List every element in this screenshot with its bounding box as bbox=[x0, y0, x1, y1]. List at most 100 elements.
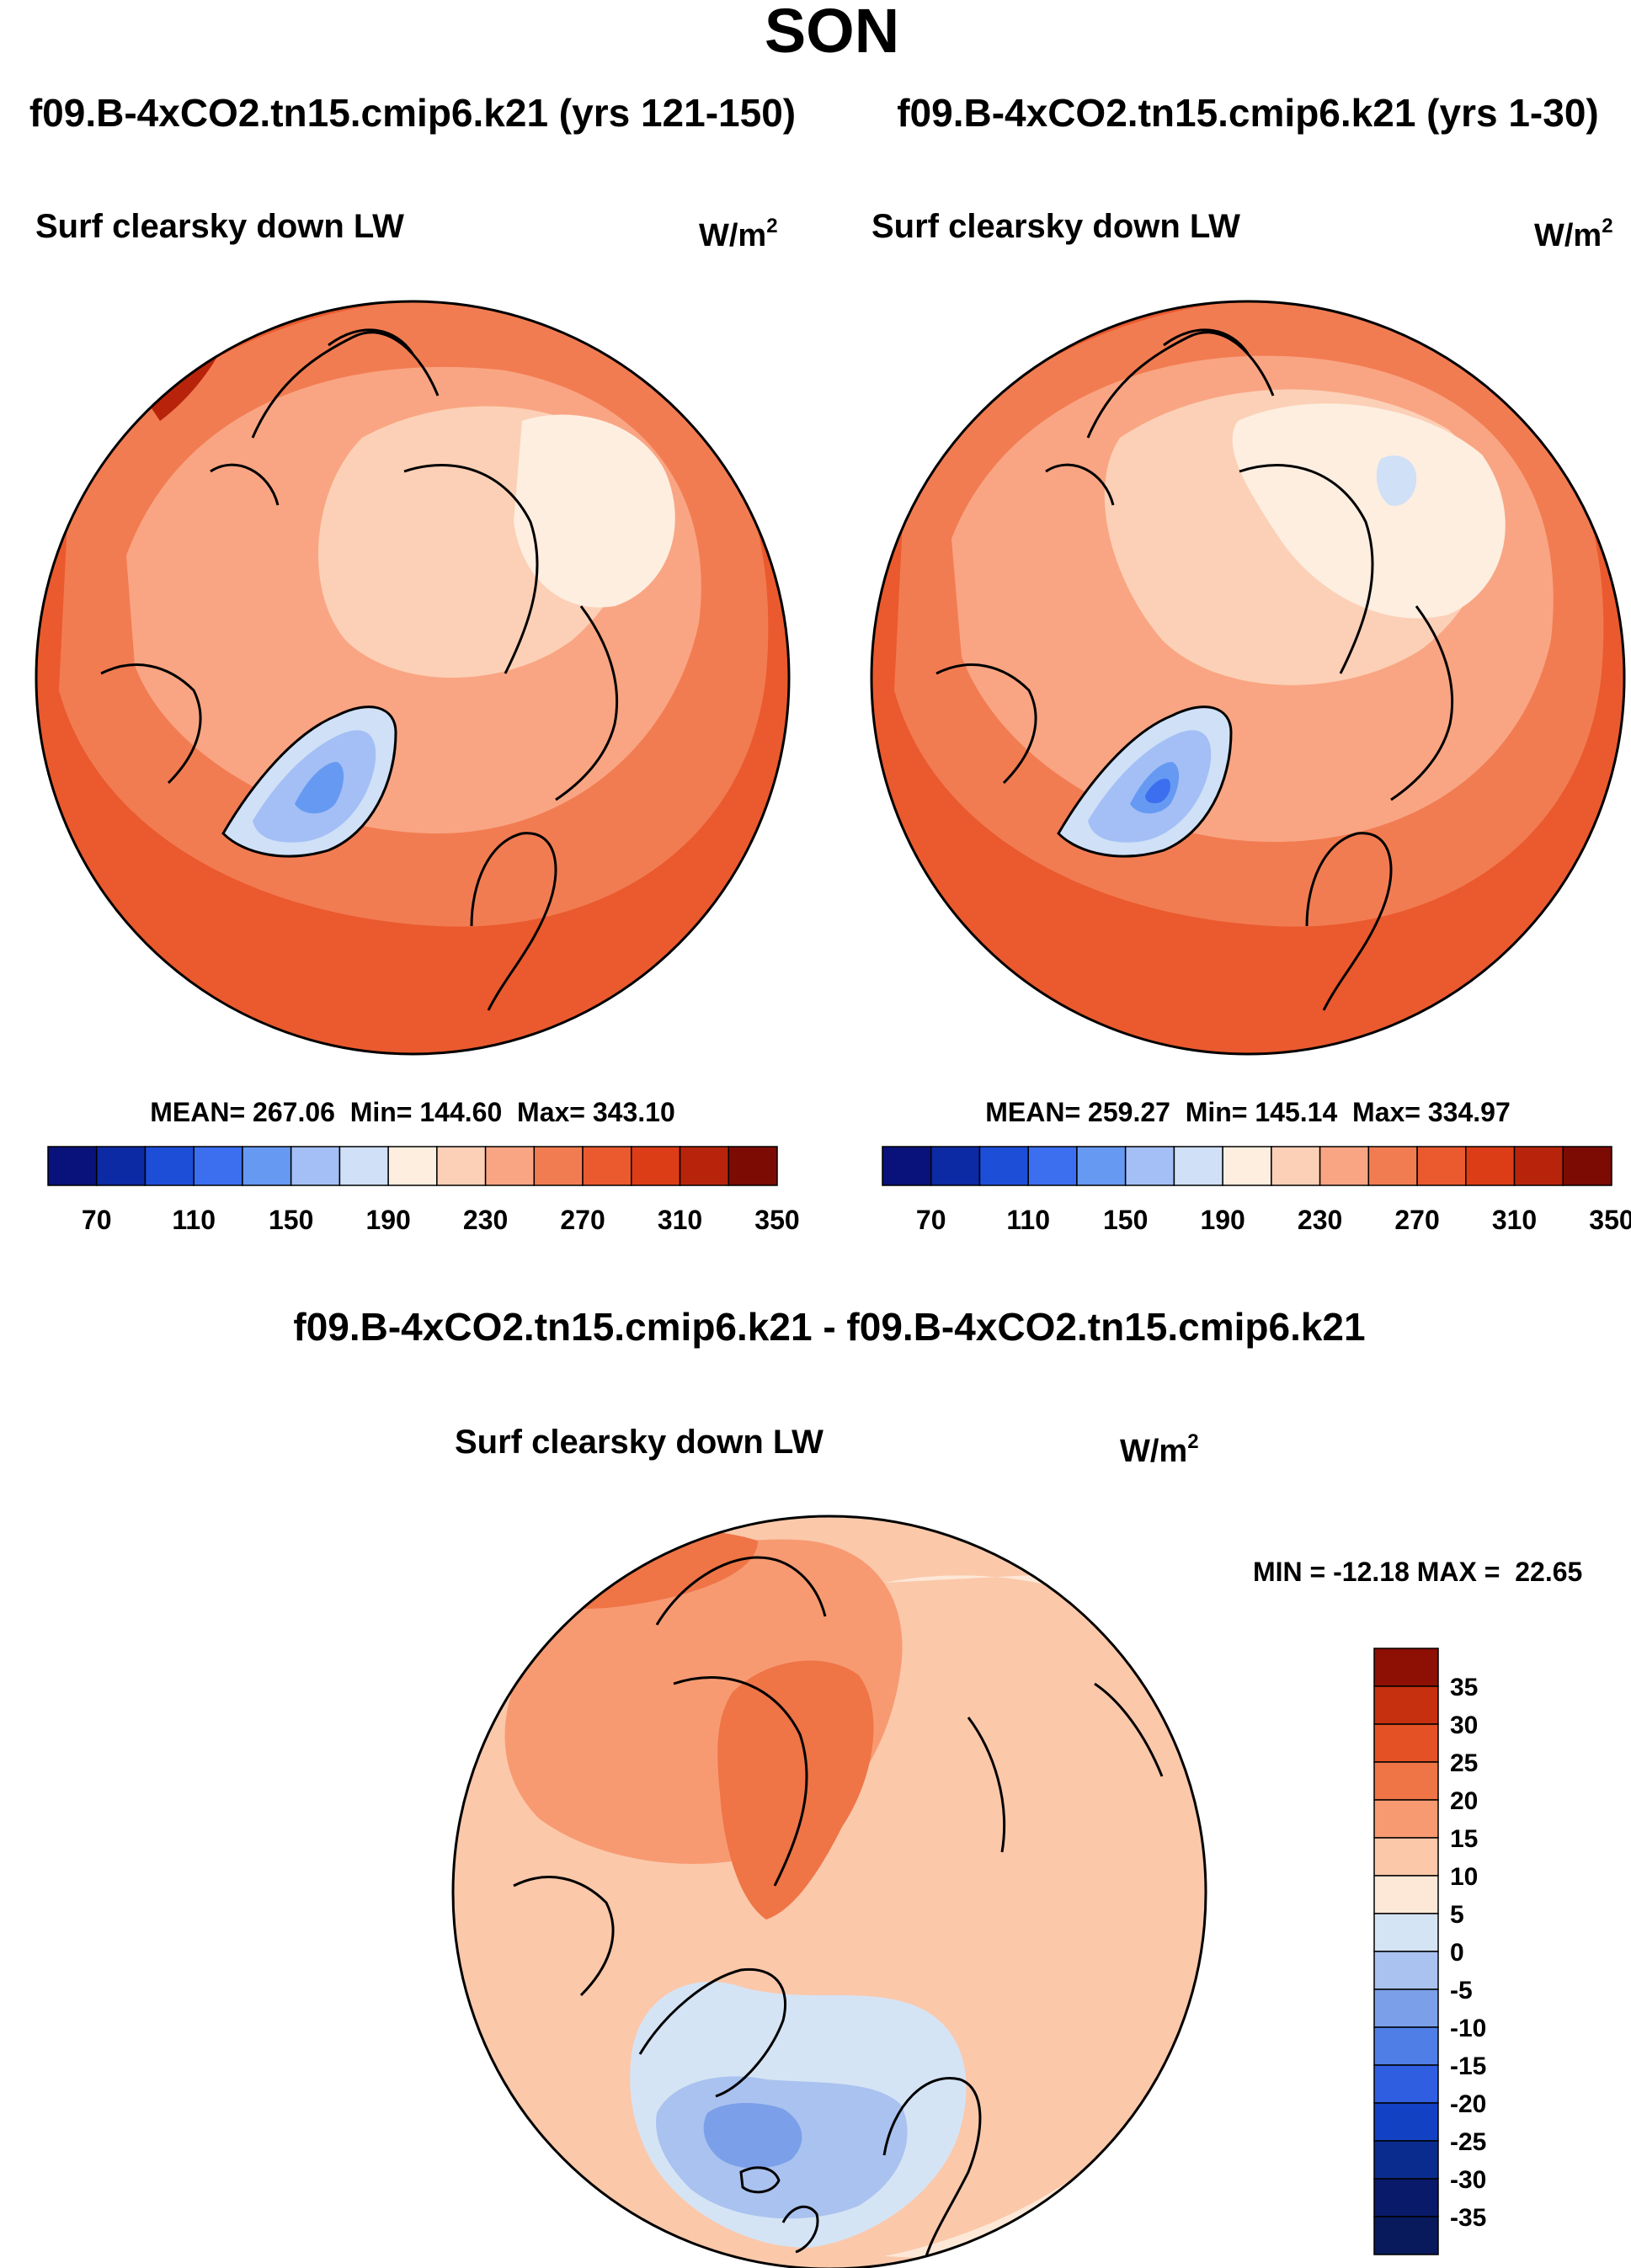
colorbar-swatch bbox=[533, 1146, 584, 1186]
colorbar-swatch bbox=[882, 1146, 932, 1186]
colorbar-label: -5 bbox=[1450, 1977, 1473, 2004]
right-coastlines bbox=[935, 328, 1454, 1011]
colorbar-swatch bbox=[1271, 1146, 1321, 1186]
panel-left-stats: MEAN= 267.06 Min= 144.60 Max= 343.10 bbox=[150, 1097, 674, 1127]
colorbar-swatch bbox=[582, 1146, 632, 1186]
colorbar-swatch bbox=[1373, 2140, 1439, 2180]
colorbar-label: -10 bbox=[1450, 2015, 1486, 2042]
colorbar-label: 270 bbox=[1394, 1205, 1439, 1235]
colorbar-label: 190 bbox=[1200, 1205, 1245, 1235]
panel-right-units: W/m2 bbox=[1534, 215, 1613, 253]
right-field-230 bbox=[1232, 403, 1506, 619]
diff-colorbar bbox=[1373, 1648, 1439, 2255]
colorbar-swatch bbox=[1373, 2178, 1439, 2217]
right-colorbar bbox=[882, 1146, 1612, 1186]
colorbar-swatch bbox=[1416, 1146, 1467, 1186]
colorbar-swatch bbox=[978, 1146, 1029, 1186]
left-map-border bbox=[35, 300, 791, 1056]
colorbar-swatch bbox=[47, 1146, 98, 1186]
colorbar-label: 150 bbox=[1103, 1205, 1148, 1235]
colorbar-label: -25 bbox=[1450, 2128, 1486, 2156]
colorbar-swatch bbox=[1465, 1146, 1516, 1186]
panel-diff: f09.B-4xCO2.tn15.cmip6.k21 - f09.B-4xCO2… bbox=[293, 1305, 1582, 2268]
colorbar-swatch bbox=[1373, 1648, 1439, 1687]
colorbar-swatch bbox=[1562, 1146, 1612, 1186]
panel-left-units: W/m2 bbox=[699, 215, 778, 253]
panel-left-header: f09.B-4xCO2.tn15.cmip6.k21 (yrs 121-150) bbox=[29, 91, 796, 135]
colorbar-swatch bbox=[1373, 1799, 1439, 1839]
panel-diff-header: f09.B-4xCO2.tn15.cmip6.k21 - f09.B-4xCO2… bbox=[293, 1305, 1365, 1349]
colorbar-label: 230 bbox=[463, 1205, 508, 1235]
colorbar-swatch bbox=[1319, 1146, 1370, 1186]
colorbar-swatch bbox=[1076, 1146, 1127, 1186]
colorbar-swatch bbox=[387, 1146, 438, 1186]
colorbar-swatch bbox=[338, 1146, 389, 1186]
colorbar-swatch bbox=[930, 1146, 981, 1186]
colorbar-label: 25 bbox=[1450, 1749, 1478, 1777]
colorbar-swatch bbox=[1373, 1988, 1439, 2028]
colorbar-label: 10 bbox=[1450, 1863, 1478, 1891]
colorbar-swatch bbox=[1373, 1875, 1439, 1914]
colorbar-label: 270 bbox=[560, 1205, 605, 1235]
panel-right-map bbox=[871, 301, 1624, 1054]
colorbar-swatch bbox=[1222, 1146, 1272, 1186]
panel-left: f09.B-4xCO2.tn15.cmip6.k21 (yrs 121-150)… bbox=[29, 91, 800, 1235]
colorbar-swatch bbox=[436, 1146, 487, 1186]
colorbar-label: 150 bbox=[269, 1205, 313, 1235]
figure-title: SON bbox=[765, 0, 899, 66]
colorbar-swatch bbox=[1373, 1951, 1439, 1990]
colorbar-label: 15 bbox=[1450, 1825, 1478, 1853]
colorbar-swatch bbox=[1373, 1837, 1439, 1877]
colorbar-swatch bbox=[144, 1146, 195, 1186]
colorbar-label: 230 bbox=[1298, 1205, 1342, 1235]
colorbar-swatch bbox=[1373, 2216, 1439, 2255]
left-colorbar bbox=[47, 1146, 778, 1186]
colorbar-swatch bbox=[193, 1146, 243, 1186]
panel-diff-units: W/m2 bbox=[1120, 1430, 1199, 1469]
colorbar-swatch bbox=[1124, 1146, 1175, 1186]
right-field-210-patch bbox=[1376, 455, 1417, 506]
colorbar-label: 350 bbox=[1589, 1205, 1631, 1235]
colorbar-label: 310 bbox=[658, 1205, 702, 1235]
colorbar-label: 30 bbox=[1450, 1712, 1478, 1739]
panel-left-variable: Surf clearsky down LW bbox=[35, 208, 404, 245]
colorbar-label: 350 bbox=[754, 1205, 799, 1235]
colorbar-swatch bbox=[1373, 2102, 1439, 2142]
diff-map-border bbox=[451, 1515, 1207, 2268]
right-colorbar-labels: 70 110 150 190 230 270 310 350 bbox=[916, 1205, 1631, 1235]
colorbar-swatch bbox=[1373, 2064, 1439, 2104]
diff-field-neg-15-10 bbox=[703, 2103, 802, 2169]
panel-right-stats: MEAN= 259.27 Min= 145.14 Max= 334.97 bbox=[985, 1097, 1510, 1127]
colorbar-swatch bbox=[484, 1146, 536, 1186]
colorbar-label: 110 bbox=[1006, 1205, 1050, 1235]
diff-colorbar-labels: 35 30 25 20 15 10 5 0 -5 -10 -15 -20 -25 -30 -35 bbox=[1450, 1674, 1486, 2232]
colorbar-swatch bbox=[631, 1146, 681, 1186]
panel-diff-stats: MIN = -12.18 MAX = 22.65 bbox=[1253, 1557, 1582, 1587]
colorbar-label: 190 bbox=[365, 1205, 410, 1235]
left-colorbar-labels: 70 110 150 190 230 270 310 350 bbox=[82, 1205, 800, 1235]
diff-coastlines bbox=[513, 1556, 1164, 2257]
colorbar-label: 5 bbox=[1450, 1901, 1464, 1929]
colorbar-swatch bbox=[1373, 1913, 1439, 1952]
panel-left-map bbox=[36, 301, 789, 1054]
colorbar-swatch bbox=[1373, 2026, 1439, 2066]
right-greenland-130 bbox=[1145, 778, 1170, 804]
colorbar-label: -35 bbox=[1450, 2204, 1486, 2232]
panel-right: f09.B-4xCO2.tn15.cmip6.k21 (yrs 1-30) Su… bbox=[870, 91, 1631, 1235]
panel-diff-map bbox=[453, 1516, 1206, 2268]
colorbar-label: 110 bbox=[172, 1205, 216, 1235]
right-map-border bbox=[870, 300, 1626, 1056]
colorbar-swatch bbox=[679, 1146, 730, 1186]
colorbar-swatch bbox=[1367, 1146, 1418, 1186]
panel-right-variable: Surf clearsky down LW bbox=[871, 208, 1240, 245]
colorbar-swatch bbox=[1513, 1146, 1564, 1186]
colorbar-label: 35 bbox=[1450, 1674, 1478, 1701]
colorbar-swatch bbox=[290, 1146, 341, 1186]
colorbar-label: -20 bbox=[1450, 2090, 1486, 2118]
panel-right-header: f09.B-4xCO2.tn15.cmip6.k21 (yrs 1-30) bbox=[897, 91, 1599, 135]
colorbar-swatch bbox=[1027, 1146, 1078, 1186]
left-coastlines bbox=[100, 328, 619, 1011]
left-field-230 bbox=[514, 414, 675, 608]
colorbar-swatch bbox=[1173, 1146, 1223, 1186]
